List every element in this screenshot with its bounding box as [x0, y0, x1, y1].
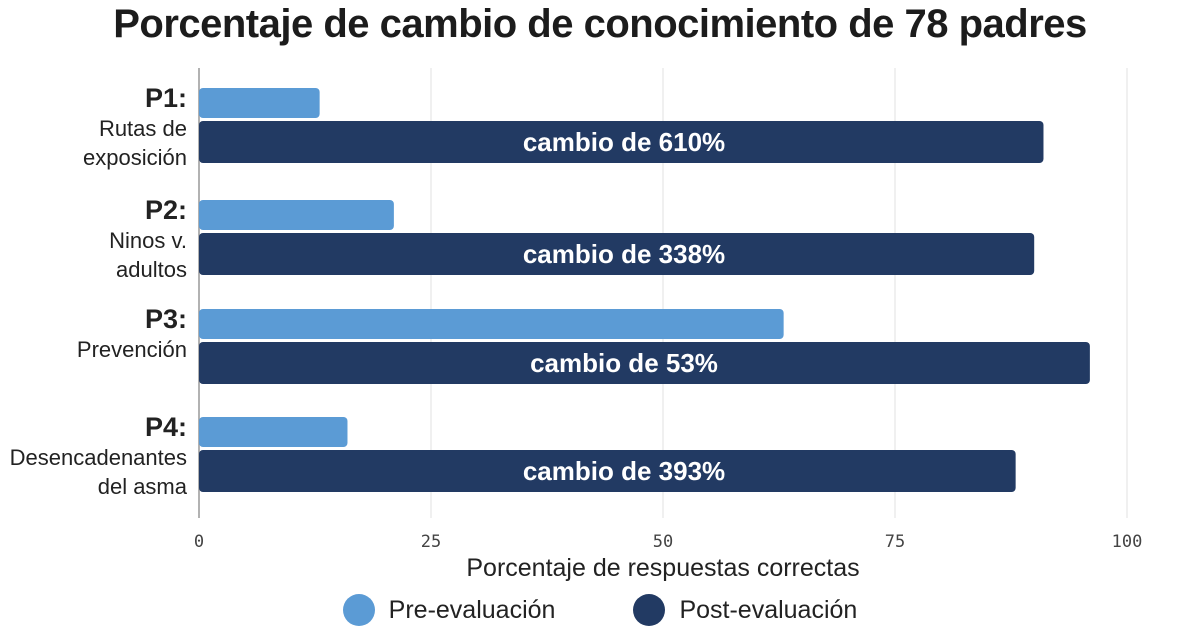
- legend-item-pre: Pre-evaluación: [342, 594, 556, 626]
- legend-swatch-post: [633, 594, 666, 626]
- x-tick-label-0: 0: [194, 532, 204, 552]
- bar-post-3: [199, 342, 1090, 384]
- x-tick-label-25: 25: [421, 532, 441, 552]
- x-axis-title: Porcentaje de respuestas correctas: [466, 554, 860, 582]
- legend-item-post: Post-evaluación: [633, 594, 857, 626]
- bar-post-1: [199, 121, 1044, 163]
- data-label-change-2: cambio de 338%: [523, 239, 725, 269]
- category-name-2-line-1: Ninos v.: [109, 228, 187, 253]
- category-code-1: P1:: [145, 83, 187, 113]
- category-name-4-line-2: del asma: [98, 474, 188, 499]
- category-name-1-line-2: exposición: [83, 145, 187, 170]
- legend-label-pre: Pre-evaluación: [388, 595, 556, 624]
- bar-post-4: [199, 450, 1016, 492]
- legend-label-post: Post-evaluación: [679, 595, 858, 624]
- bar-post-2: [199, 233, 1035, 275]
- category-name-4-line-1: Desencadenantes: [10, 445, 187, 470]
- data-label-change-4: cambio de 393%: [523, 456, 725, 486]
- bar-pre-2: [199, 200, 394, 230]
- category-name-3-line-1: Prevención: [77, 337, 187, 362]
- legend-swatch-pre: [342, 594, 375, 626]
- category-name-2-line-2: adultos: [116, 257, 187, 282]
- category-code-3: P3:: [145, 304, 187, 334]
- bar-pre-1: [199, 88, 320, 118]
- data-label-change-1: cambio de 610%: [523, 127, 725, 157]
- legend: Pre-evaluación Post-evaluación: [0, 594, 1200, 626]
- category-name-1-line-1: Rutas de: [99, 116, 187, 141]
- bar-pre-3: [199, 309, 784, 339]
- category-code-4: P4:: [145, 412, 187, 442]
- x-tick-label-100: 100: [1112, 532, 1143, 552]
- category-code-2: P2:: [145, 195, 187, 225]
- x-tick-label-50: 50: [653, 532, 673, 552]
- x-tick-label-75: 75: [885, 532, 905, 552]
- chart-title: Porcentaje de cambio de conocimiento de …: [113, 2, 1087, 46]
- data-label-change-3: cambio de 53%: [530, 348, 718, 378]
- bar-pre-4: [199, 417, 348, 447]
